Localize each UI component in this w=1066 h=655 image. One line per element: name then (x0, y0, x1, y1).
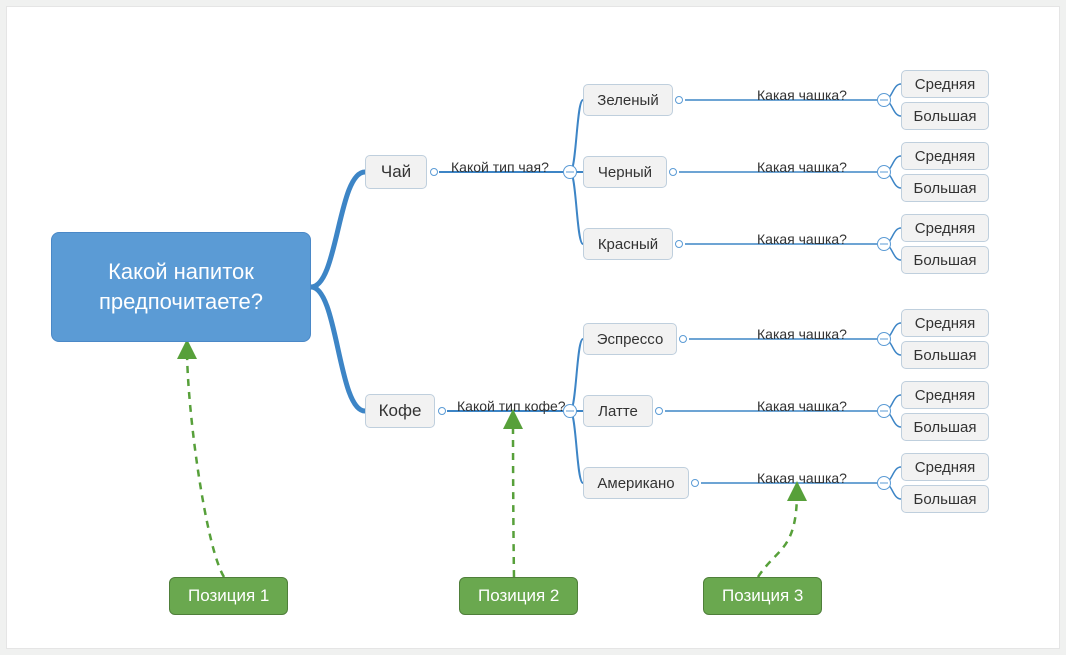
edge-label-cup: Какая чашка? (757, 231, 847, 247)
edge-label-cup: Какая чашка? (757, 159, 847, 175)
node-coffee-espresso[interactable]: Эспрессо (583, 323, 677, 355)
connector-dot (679, 335, 687, 343)
collapse-icon[interactable] (877, 93, 891, 107)
collapse-icon[interactable] (877, 165, 891, 179)
leaf-green-large[interactable]: Большая (901, 102, 989, 130)
collapse-icon[interactable] (877, 332, 891, 346)
leaf-latte-large[interactable]: Большая (901, 413, 989, 441)
position-badge-3: Позиция 3 (703, 577, 822, 615)
position-badge-1: Позиция 1 (169, 577, 288, 615)
collapse-icon[interactable] (877, 237, 891, 251)
node-coffee-americano[interactable]: Американо (583, 467, 689, 499)
connector-dot (675, 96, 683, 104)
node-coffee-latte[interactable]: Латте (583, 395, 653, 427)
edge-label-tea-type: Какой тип чая? (451, 159, 549, 175)
leaf-green-medium[interactable]: Средняя (901, 70, 989, 98)
edge-label-cup: Какая чашка? (757, 470, 847, 486)
collapse-icon[interactable] (563, 165, 577, 179)
root-node[interactable]: Какой напиток предпочитаете? (51, 232, 311, 342)
leaf-americano-large[interactable]: Большая (901, 485, 989, 513)
collapse-icon[interactable] (877, 404, 891, 418)
edge-label-coffee-type: Какой тип кофе? (457, 398, 566, 414)
collapse-icon[interactable] (563, 404, 577, 418)
diagram-frame: Какой напиток предпочитаете? Чай Кофе Ка… (6, 6, 1060, 649)
node-coffee[interactable]: Кофе (365, 394, 435, 428)
connector-dot (669, 168, 677, 176)
edge-label-cup: Какая чашка? (757, 87, 847, 103)
edge-label-cup: Какая чашка? (757, 398, 847, 414)
leaf-red-medium[interactable]: Средняя (901, 214, 989, 242)
leaf-red-large[interactable]: Большая (901, 246, 989, 274)
node-tea-red[interactable]: Красный (583, 228, 673, 260)
leaf-black-medium[interactable]: Средняя (901, 142, 989, 170)
leaf-latte-medium[interactable]: Средняя (901, 381, 989, 409)
edge-label-cup: Какая чашка? (757, 326, 847, 342)
connector-dot (438, 407, 446, 415)
connector-dot (691, 479, 699, 487)
node-tea-black[interactable]: Черный (583, 156, 667, 188)
node-tea-green[interactable]: Зеленый (583, 84, 673, 116)
connector-dot (655, 407, 663, 415)
position-badge-2: Позиция 2 (459, 577, 578, 615)
connector-dot (675, 240, 683, 248)
leaf-espresso-medium[interactable]: Средняя (901, 309, 989, 337)
leaf-black-large[interactable]: Большая (901, 174, 989, 202)
node-tea[interactable]: Чай (365, 155, 427, 189)
leaf-espresso-large[interactable]: Большая (901, 341, 989, 369)
collapse-icon[interactable] (877, 476, 891, 490)
leaf-americano-medium[interactable]: Средняя (901, 453, 989, 481)
connector-dot (430, 168, 438, 176)
